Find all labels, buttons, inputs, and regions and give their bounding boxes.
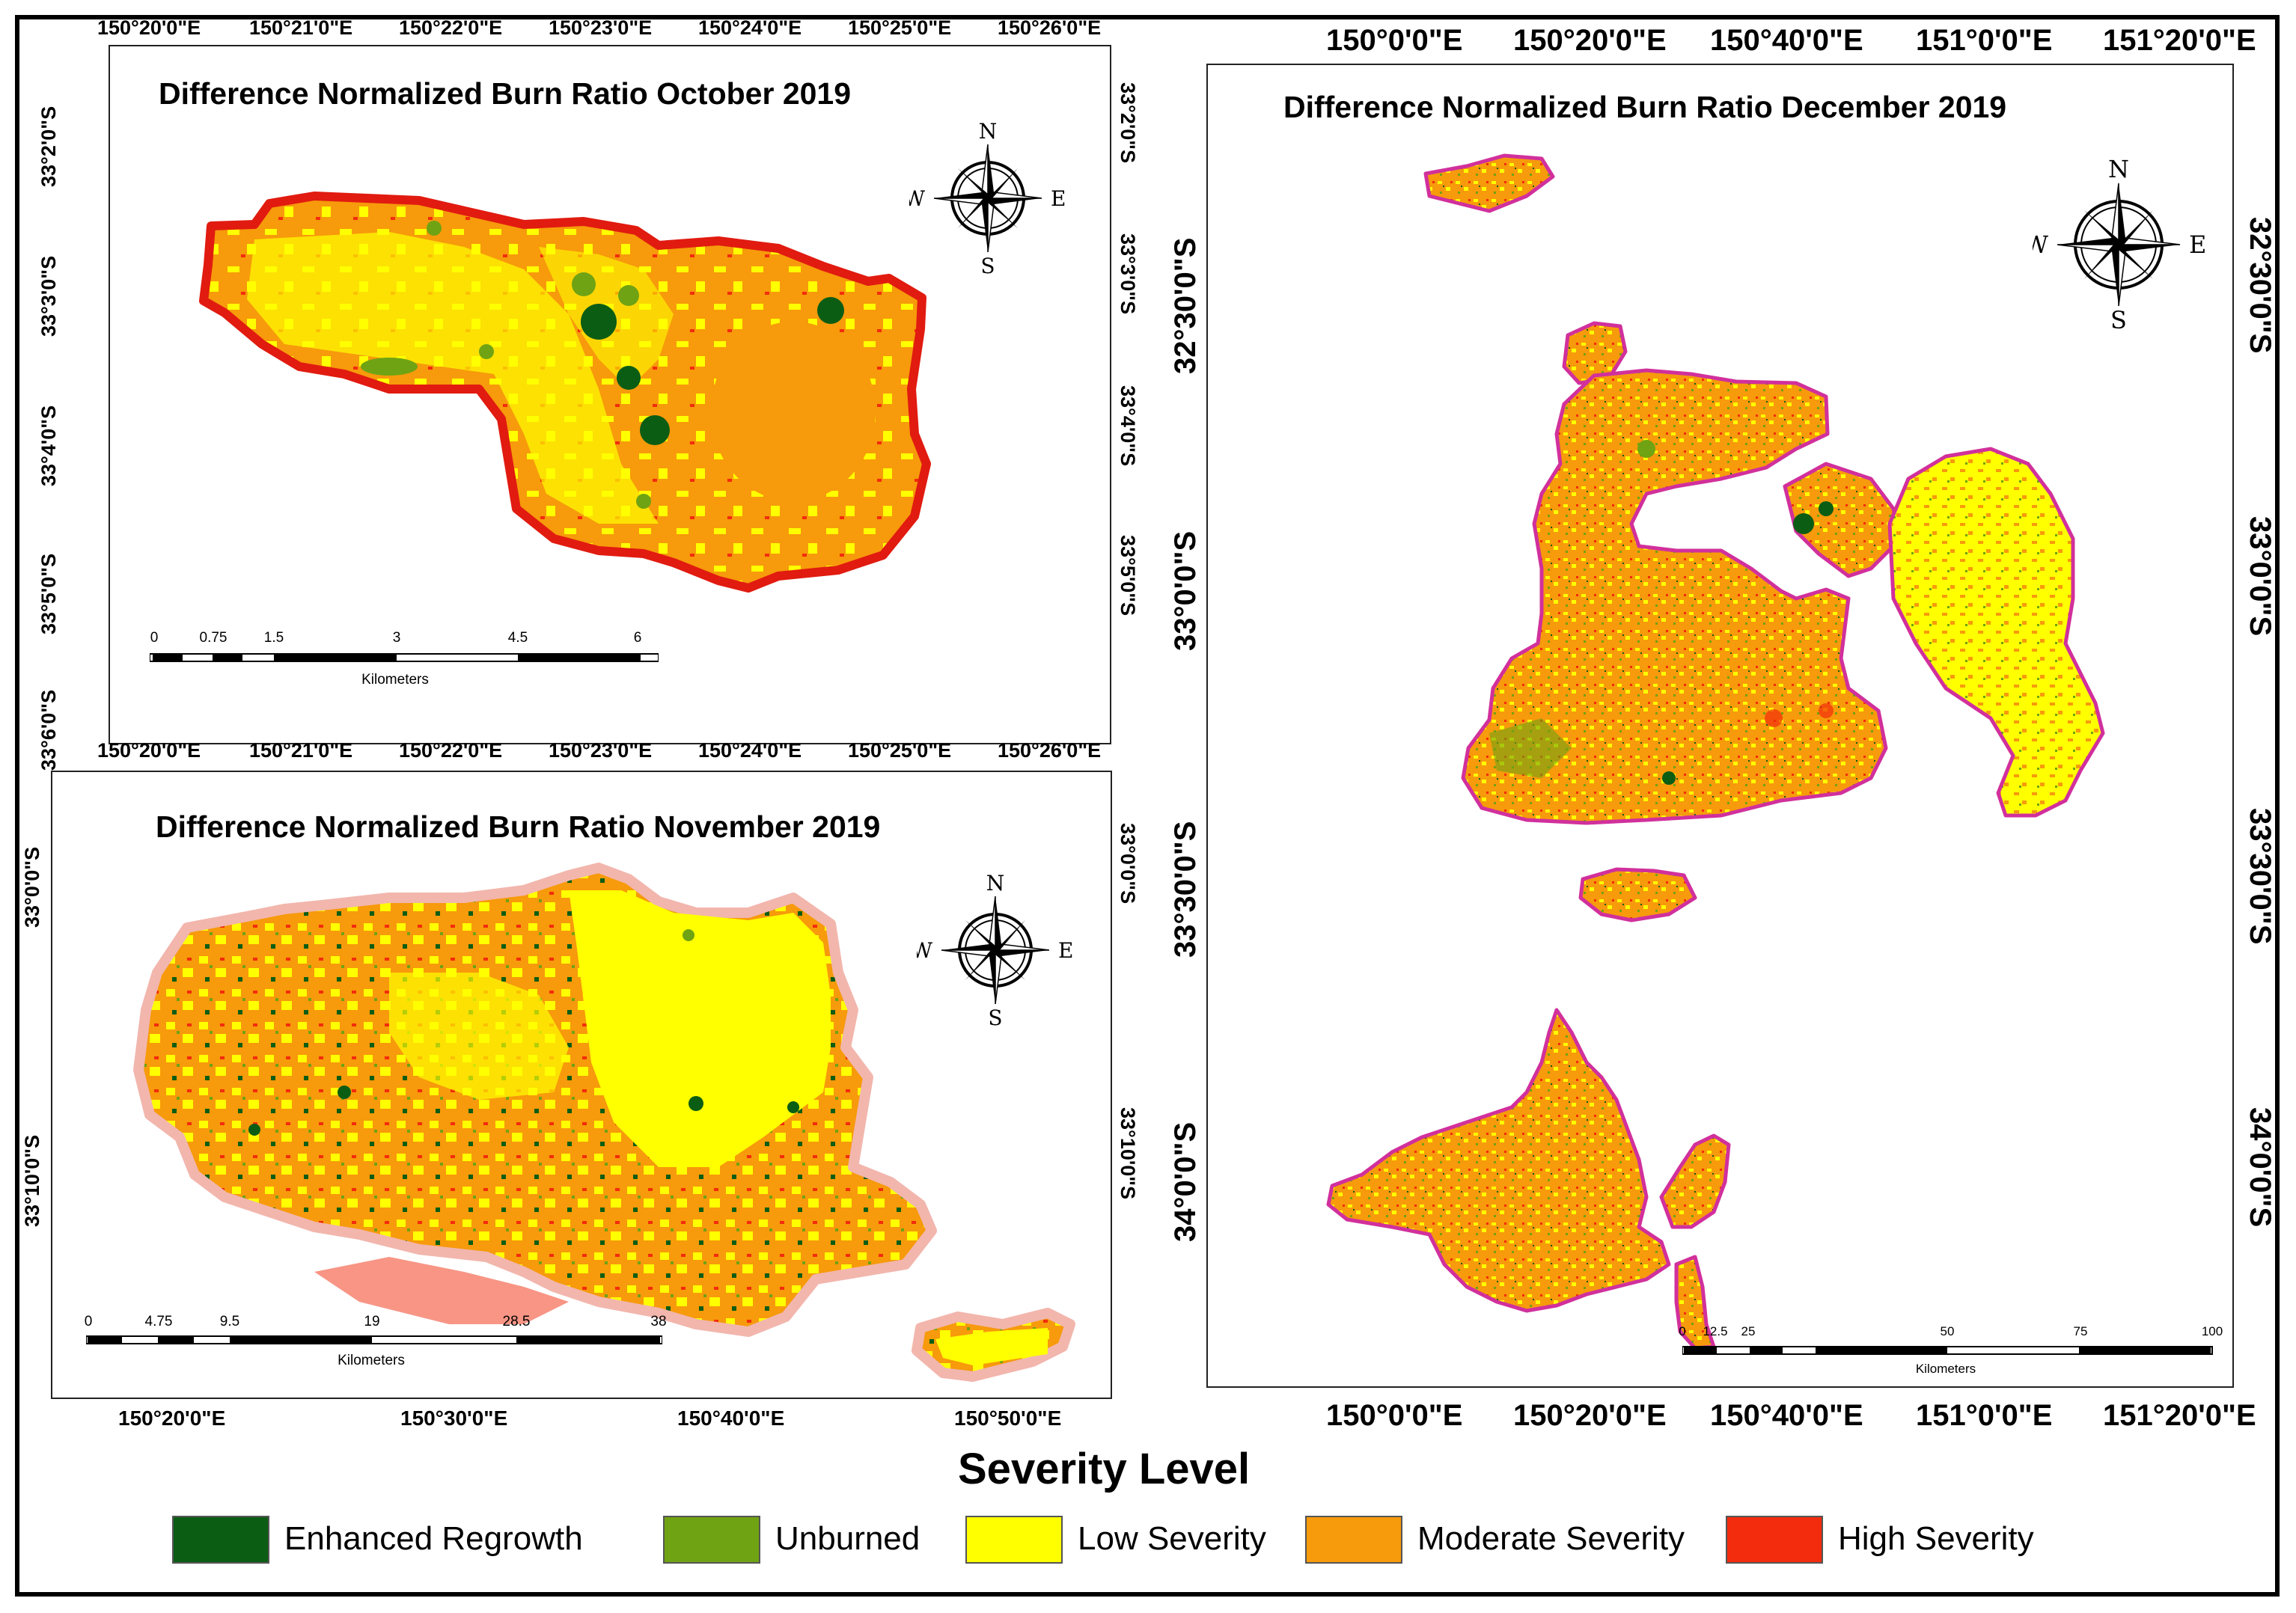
november-scale-label: 0 — [84, 1314, 93, 1329]
october-lon-tick-top: 150°21'0"E — [249, 16, 353, 39]
december-lon-tick-top: 151°0'0"E — [1916, 24, 2053, 57]
december-scale-bar — [1682, 1346, 2213, 1355]
october-lon-tick-bottom: 150°25'0"E — [848, 739, 952, 762]
october-lon-tick-bottom: 150°22'0"E — [399, 739, 503, 762]
november-lon-tick: 150°30'0"E — [400, 1407, 508, 1430]
december-lon-tick-top: 150°20'0"E — [1513, 24, 1667, 57]
october-lon-tick-top: 150°25'0"E — [848, 16, 952, 39]
october-scale-label: 0 — [150, 630, 159, 646]
compass-e-label: E — [1058, 938, 1073, 963]
december-lon-tick-bottom: 150°40'0"E — [1710, 1399, 1863, 1432]
october-north-arrow: N S E W — [903, 119, 1066, 278]
december-scale-label: 50 — [1940, 1324, 1955, 1338]
compass-n-label: N — [979, 120, 998, 144]
october-lon-tick-bottom: 150°21'0"E — [249, 739, 353, 762]
october-lon-tick-bottom: 150°24'0"E — [698, 739, 802, 762]
october-scale-unit: Kilometers — [361, 672, 429, 688]
november-lon-tick: 150°40'0"E — [677, 1407, 785, 1430]
december-scale-label: 25 — [1741, 1324, 1756, 1338]
legend-swatch — [1305, 1516, 1402, 1564]
legend-swatch — [1726, 1516, 1823, 1564]
compass-n-label: N — [2108, 159, 2129, 183]
compass-s-label: S — [980, 254, 995, 277]
compass-s-label: S — [988, 1006, 1002, 1029]
legend-swatch — [172, 1516, 269, 1564]
october-scale-label: 1.5 — [263, 630, 284, 646]
november-scale-unit: Kilometers — [338, 1353, 405, 1368]
november-scale-label: 38 — [650, 1314, 667, 1329]
november-scale-label: 28.5 — [502, 1314, 531, 1329]
legend-swatch — [663, 1516, 760, 1564]
october-lon-tick-bottom: 150°20'0"E — [97, 739, 201, 762]
november-north-arrow: N S E W — [911, 871, 1074, 1030]
compass-n-label: N — [986, 872, 1005, 896]
december-map-title: Difference Normalized Burn Ratio Decembe… — [1283, 90, 2007, 124]
compass-s-label: S — [2110, 306, 2127, 331]
october-scale-label: 3 — [392, 630, 401, 646]
legend-label: Enhanced Regrowth — [284, 1520, 583, 1557]
december-lon-tick-bottom: 151°0'0"E — [1916, 1399, 2053, 1432]
november-scale-label: 19 — [364, 1314, 380, 1329]
november-scale-bar — [86, 1335, 662, 1344]
legend-label: Unburned — [775, 1520, 920, 1557]
october-scale-bar — [150, 653, 659, 662]
october-map-title: Difference Normalized Burn Ratio October… — [159, 76, 852, 111]
legend-label: High Severity — [1838, 1520, 2034, 1557]
december-lon-tick-bottom: 151°20'0"E — [2103, 1399, 2256, 1432]
november-lon-tick: 150°20'0"E — [118, 1407, 226, 1430]
october-lon-tick-bottom: 150°23'0"E — [549, 739, 653, 762]
december-scale-unit: Kilometers — [1915, 1362, 1976, 1376]
november-scale-label: 9.5 — [219, 1314, 240, 1329]
october-map-frame — [109, 45, 1111, 744]
legend-swatch — [965, 1516, 1063, 1564]
october-lon-tick-top: 150°26'0"E — [998, 16, 1102, 39]
december-scale-label: 100 — [2201, 1324, 2223, 1338]
december-lon-tick-top: 150°40'0"E — [1710, 24, 1863, 57]
december-scale-label: 75 — [2073, 1324, 2088, 1338]
december-scale-label: 0 — [1679, 1324, 1686, 1338]
october-lon-tick-top: 150°20'0"E — [97, 16, 201, 39]
october-scale-label: 6 — [633, 630, 642, 646]
legend-label: Low Severity — [1078, 1520, 1266, 1557]
november-map-title: Difference Normalized Burn Ratio Novembe… — [156, 809, 881, 844]
december-lon-tick-top: 151°20'0"E — [2103, 24, 2256, 57]
october-scale-label: 4.5 — [507, 630, 528, 646]
october-lon-tick-top: 150°22'0"E — [399, 16, 503, 39]
october-burn-area — [199, 192, 931, 593]
compass-w-label: W — [2033, 230, 2048, 259]
october-lon-tick-top: 150°23'0"E — [549, 16, 653, 39]
october-lon-tick-bottom: 150°26'0"E — [998, 739, 1102, 762]
legend-title: Severity Level — [958, 1445, 1251, 1493]
december-scale-label: 12.5 — [1703, 1324, 1728, 1338]
october-lon-tick-top: 150°24'0"E — [698, 16, 802, 39]
legend-label: Moderate Severity — [1417, 1520, 1685, 1557]
november-burn-area — [133, 863, 1075, 1382]
december-north-arrow: N S E W — [2024, 155, 2206, 334]
compass-e-label: E — [2189, 230, 2205, 259]
october-scale-label: 0.75 — [199, 630, 228, 646]
december-lon-tick-bottom: 150°0'0"E — [1326, 1399, 1463, 1432]
figure-border — [15, 15, 2280, 1597]
november-scale-label: 4.75 — [144, 1314, 173, 1329]
november-lon-tick: 150°50'0"E — [954, 1407, 1062, 1430]
december-lon-tick-top: 150°0'0"E — [1326, 24, 1463, 57]
compass-e-label: E — [1051, 186, 1066, 211]
december-lon-tick-bottom: 150°20'0"E — [1513, 1399, 1667, 1432]
